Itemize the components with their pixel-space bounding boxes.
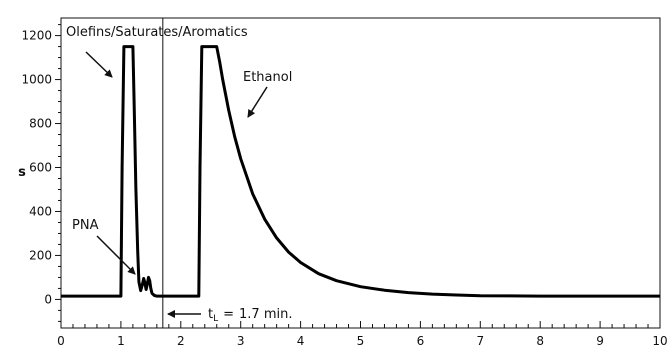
arrow-pna xyxy=(96,235,136,275)
x-tick-label-3: 3 xyxy=(237,334,245,348)
annotation-lag-time-operator: = xyxy=(223,307,234,322)
y-tick-label-6: 1200 xyxy=(21,29,52,43)
annotation-lag-time-symbol: t xyxy=(208,307,213,322)
y-axis-ticks: 0 200 400 600 800 1000 1200 xyxy=(21,24,61,322)
x-axis-ticks: 0 1 2 3 4 5 6 7 8 9 10 xyxy=(57,321,668,348)
y-tick-label-2: 400 xyxy=(29,204,52,218)
series-line xyxy=(61,45,660,298)
x-tick-label-7: 7 xyxy=(476,334,484,348)
y-tick-label-3: 600 xyxy=(29,161,52,175)
x-tick-label-5: 5 xyxy=(357,334,365,348)
x-tick-label-4: 4 xyxy=(297,334,305,348)
arrow-ethanol xyxy=(247,86,268,118)
x-tick-label-8: 8 xyxy=(536,334,544,348)
y-axis-label: s xyxy=(18,165,26,180)
annotation-lag-time-subscript: L xyxy=(213,314,218,324)
annotation-lag-time-value: 1.7 min. xyxy=(239,307,292,322)
annotation-olefins: Olefins/Saturates/Aromatics xyxy=(66,25,248,40)
x-tick-label-10: 10 xyxy=(652,334,667,348)
y-tick-label-5: 1000 xyxy=(21,73,52,87)
x-tick-label-2: 2 xyxy=(177,334,185,348)
annotation-lag-time: tL = 1.7 min. xyxy=(208,307,293,324)
y-tick-label-1: 200 xyxy=(29,248,52,262)
arrow-olefins xyxy=(85,51,113,78)
annotation-ethanol: Ethanol xyxy=(243,70,292,85)
y-tick-label-4: 800 xyxy=(29,117,52,131)
y-tick-label-0: 0 xyxy=(44,292,52,306)
x-tick-label-6: 6 xyxy=(417,334,425,348)
annotation-pna: PNA xyxy=(72,218,99,233)
x-tick-label-1: 1 xyxy=(117,334,125,348)
x-tick-label-0: 0 xyxy=(57,334,65,348)
x-tick-label-9: 9 xyxy=(596,334,604,348)
